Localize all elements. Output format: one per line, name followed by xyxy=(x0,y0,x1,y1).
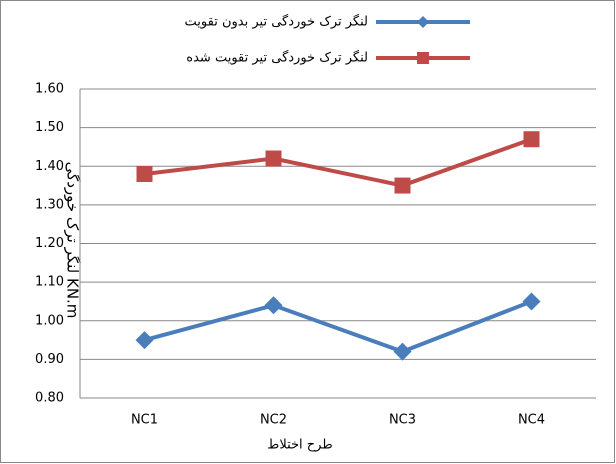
marker xyxy=(523,131,540,148)
legend-marker xyxy=(417,16,429,28)
y-tick-label: 1.30 xyxy=(35,197,64,212)
marker xyxy=(522,292,541,311)
y-tick-label: 0.90 xyxy=(35,352,64,367)
legend-label: لنگر ترک خوردگی تیر بدون تقویت xyxy=(185,14,368,30)
x-tick-label: NC4 xyxy=(518,413,545,428)
y-tick-label: 1.20 xyxy=(35,236,64,251)
y-tick-label: 1.40 xyxy=(35,159,64,174)
legend-marker xyxy=(417,52,429,64)
marker xyxy=(135,331,154,350)
series-line xyxy=(144,137,533,188)
legend-label: لنگر ترک خوردگی تیر تقویت شده xyxy=(186,50,368,66)
x-axis-label: طرح اختلاط xyxy=(267,438,332,453)
y-tick-label: 1.10 xyxy=(35,275,64,290)
marker xyxy=(136,165,153,182)
x-tick-label: NC2 xyxy=(260,413,287,428)
marker xyxy=(393,342,412,361)
series-line xyxy=(143,299,533,354)
x-tick-label: NC1 xyxy=(131,413,158,428)
marker xyxy=(265,150,282,167)
y-axis-label: لنگر ترک خوردگی KN.m xyxy=(64,162,82,319)
y-tick-label: 1.60 xyxy=(35,82,64,97)
x-tick-label: NC3 xyxy=(389,413,416,428)
marker xyxy=(264,296,283,315)
marker xyxy=(394,177,411,194)
y-tick-label: 0.80 xyxy=(35,391,64,406)
y-tick-label: 1.00 xyxy=(35,313,64,328)
y-tick-label: 1.50 xyxy=(35,120,64,135)
